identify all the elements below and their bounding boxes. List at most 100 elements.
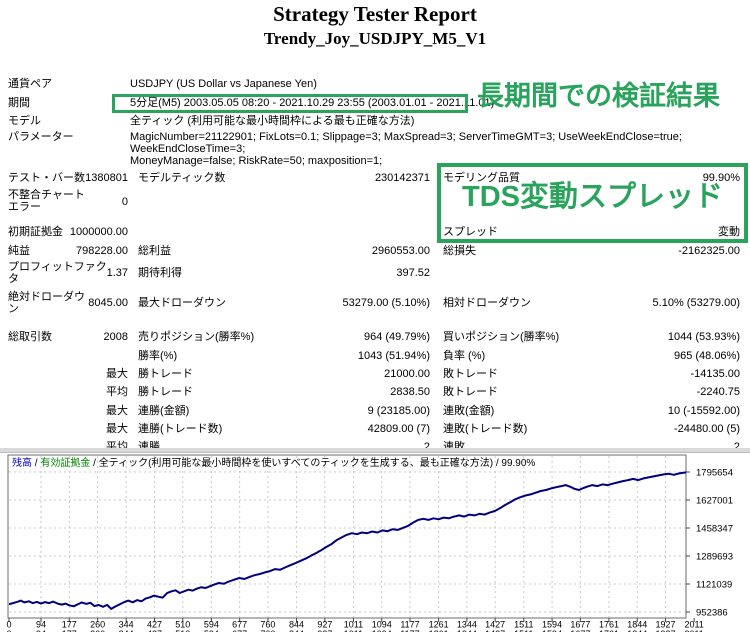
stat-label: モデリング品質: [443, 172, 520, 184]
chart-top-divider: [0, 448, 750, 453]
x-axis-label-clipped: 1927: [656, 629, 676, 632]
legend-separator: /: [90, 458, 99, 469]
stat-value: 964 (49.79%): [363, 331, 430, 343]
stat-label: 相対ドローダウン: [443, 297, 531, 309]
x-axis-label-clipped: 0: [6, 629, 11, 632]
x-axis-label-clipped: 1511: [514, 629, 533, 632]
stat-value: 1380801: [85, 172, 128, 184]
stat-value: 230142371: [374, 172, 430, 184]
chart-legend: 残高 / 有効証拠金 / 全ティック(利用可能な最小時間枠を使いすべてのティック…: [12, 458, 535, 469]
stat-label: 連敗(トレード数): [443, 423, 528, 435]
stat-label: 売りポジション(勝率%): [138, 331, 255, 343]
x-axis-label-clipped: 510: [175, 629, 190, 632]
x-axis-label: 1761: [599, 620, 619, 630]
stat-label: モデルティック数: [138, 172, 226, 184]
spread-annotation: TDS変動スプレッド: [461, 181, 723, 213]
x-axis-label: 1177: [400, 620, 419, 630]
stat-value: 10 (-15592.00): [667, 405, 740, 417]
stat-label: プロフィットファク タ: [8, 261, 107, 285]
x-axis-label-clipped: 1011: [344, 629, 363, 632]
legend-model-label: 全ティック(利用可能な最小時間枠を使いすべてのティックを生成する、最も正確な方法…: [98, 458, 494, 469]
info-label: 期間: [8, 97, 30, 109]
stat-value: 397.52: [396, 267, 430, 279]
y-axis-label: 1627001: [696, 496, 733, 507]
info-value: 全ティック (利用可能な最小時間枠による最も正確な方法): [130, 115, 415, 127]
stat-label: 勝トレード: [138, 368, 193, 380]
stat-label: 初期証拠金: [8, 226, 63, 238]
stat-value: 最大: [106, 368, 128, 380]
stat-label: 総利益: [138, 245, 171, 257]
stat-value: 53279.00 (5.10%): [342, 297, 430, 309]
stat-value: 2960553.00: [371, 245, 430, 257]
x-axis-label-clipped: 260: [90, 629, 105, 632]
report-subtitle: Trendy_Joy_USDJPY_M5_V1: [263, 29, 487, 48]
x-axis-label: 510: [175, 620, 190, 630]
info-value: USDJPY (US Dollar vs Japanese Yen): [130, 78, 317, 90]
stat-value: 5.10% (53279.00): [652, 297, 740, 309]
stat-value: 1043 (51.94%): [357, 350, 430, 362]
x-axis-label: 1094: [372, 620, 392, 630]
stat-label: スプレッド: [443, 226, 498, 238]
x-axis-label-clipped: 677: [232, 629, 247, 632]
stat-value: -2240.75: [696, 386, 740, 398]
x-axis-label: 1427: [485, 620, 505, 630]
x-axis-label-clipped: 594: [204, 629, 219, 632]
stat-value: 42809.00 (7): [367, 423, 430, 435]
x-axis-label: 1677: [570, 620, 590, 630]
x-axis-label-clipped: 1344: [457, 629, 477, 632]
stat-value: 1.37: [106, 267, 128, 279]
y-axis-label: 1121039: [696, 580, 732, 591]
report-title: Strategy Tester Report: [273, 2, 477, 26]
legend-quality-label: 99.90%: [501, 458, 536, 469]
x-axis-label: 94: [36, 620, 46, 630]
legend-balance-label: 残高: [12, 458, 32, 469]
stat-value: -14135.00: [690, 368, 740, 380]
x-axis-label: 2011: [684, 620, 703, 630]
stat-value: -2162325.00: [678, 245, 740, 257]
info-label: モデル: [8, 115, 41, 127]
y-axis-label: 1795654: [696, 468, 733, 479]
stat-label: 敗トレード: [443, 368, 498, 380]
x-axis-label-clipped: 1261: [429, 629, 449, 632]
stat-label: 連勝(金額): [138, 405, 190, 417]
info-label: パラメーター: [8, 131, 74, 143]
stat-value: 2: [423, 441, 430, 453]
legend-separator: /: [493, 458, 502, 469]
x-axis-label: 1844: [627, 620, 647, 630]
x-axis-label: 344: [119, 620, 134, 630]
x-axis-label: 1011: [344, 620, 363, 630]
balance-curve: [9, 471, 686, 610]
stat-value: 1044 (53.93%): [667, 331, 740, 343]
stat-label: 期待利得: [138, 267, 182, 279]
legend-equity-label: 有効証拠金: [40, 458, 91, 469]
legend-separator: /: [32, 458, 41, 469]
x-axis-label-clipped: 1844: [627, 629, 647, 632]
x-axis-label-clipped: 1177: [400, 629, 419, 632]
stat-label: 純益: [8, 245, 30, 257]
x-axis-label: 177: [62, 620, 77, 630]
x-axis-label: 1261: [429, 620, 449, 630]
x-axis-label-clipped: 760: [260, 629, 275, 632]
x-axis-label-clipped: 927: [317, 629, 332, 632]
balance-chart: 952386 1121039 1289693 1458347 1627001 179565…: [6, 454, 733, 632]
stat-value: 最大: [106, 423, 128, 435]
x-axis-label: 594: [204, 620, 219, 630]
stat-label: 連敗(金額): [443, 405, 495, 417]
x-axis-label-clipped: 1677: [570, 629, 590, 632]
x-axis-label-clipped: 427: [147, 629, 162, 632]
stat-label: 敗トレード: [443, 386, 498, 398]
stat-value: 8045.00: [88, 297, 128, 309]
stat-value: 798228.00: [76, 245, 128, 257]
stat-label: 連勝(トレード数): [138, 423, 223, 435]
stat-label: 総取引数: [8, 331, 52, 343]
stat-label: 勝トレード: [138, 386, 193, 398]
x-axis-label: 1344: [457, 620, 477, 630]
plot-frame: [7, 454, 687, 619]
x-axis-label-clipped: 844: [289, 629, 304, 632]
stat-label: 買いポジション(勝率%): [443, 331, 560, 343]
stat-value: 変動: [718, 226, 740, 238]
stat-label: 負率 (%): [443, 350, 486, 362]
stat-value: 0: [121, 196, 128, 208]
y-axis-label: 1289693: [696, 552, 733, 563]
